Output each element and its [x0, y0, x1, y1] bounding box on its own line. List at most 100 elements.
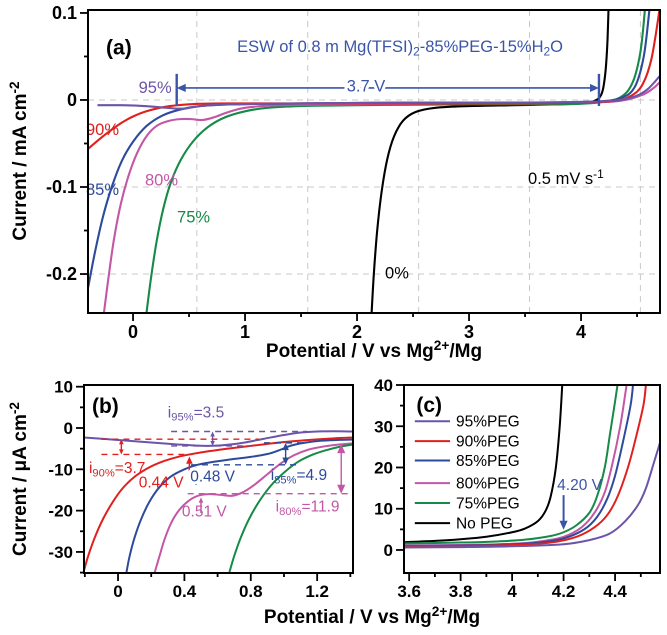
y-tick-label: 0: [67, 90, 77, 110]
curve-c-75pct: [404, 385, 619, 545]
curve-c-nopeg: [404, 385, 564, 544]
plot-border: [83, 384, 354, 574]
panel-a: (a) ESW of 0.8 m Mg(TFSI)2-85%PEG-15%H2O 3…: [46, 3, 661, 342]
legend: 95%PEG 90%PEG 85%PEG 80%PEG 75%PEG No PEG: [414, 414, 520, 533]
arrow-head-icon: [337, 484, 346, 494]
x-tick-label: 0: [128, 322, 138, 342]
legend-label: 80%PEG: [456, 476, 520, 493]
annotation-text: 3.7 V: [347, 78, 386, 96]
x-tick-label: 2: [352, 322, 362, 342]
x-tick-label: 4: [507, 582, 517, 601]
y-tick-label: 30: [374, 417, 393, 436]
annotation-text: i90%=3.7: [89, 460, 145, 479]
annotation-text: i80%=11.9: [276, 498, 340, 517]
curve-b-95pct: [84, 430, 353, 447]
y-tick-label: 10: [54, 378, 73, 397]
annotation-text: (c): [416, 394, 442, 417]
annotation-text: (b): [92, 395, 119, 418]
y-tick-label: 0: [384, 541, 393, 560]
arrow-head-icon: [119, 439, 124, 445]
y-tick-label: 10: [374, 500, 393, 519]
arrow-head-icon: [210, 431, 215, 437]
annotation-text: ESW of 0.8 m Mg(TFSI)2-85%PEG-15%H2O: [237, 38, 563, 59]
curve-b-90pct: [84, 436, 353, 572]
curve-c-90pct: [404, 385, 647, 548]
curve-c-95pct: [404, 441, 660, 549]
y-tick-label: 20: [374, 458, 393, 477]
plot-border: [403, 384, 661, 574]
y-axis: 40 30 20 10 0: [374, 376, 404, 560]
arrow-head-icon: [282, 457, 289, 465]
y-tick-label: 40: [374, 376, 393, 395]
annotation-text: Potential / V vs Mg2+/Mg: [266, 338, 482, 362]
arrow-head-icon: [119, 449, 124, 455]
x-tick-label: 1.2: [305, 582, 329, 601]
annotation-text: 95%: [139, 79, 172, 97]
x-tick-label: 3: [464, 322, 474, 342]
y-axis: 10 0 -10 -20 -30: [48, 378, 84, 574]
x-tick-label: 0.4: [173, 582, 197, 601]
annotation-text: 0.44 V: [139, 474, 184, 491]
legend-label: 95%PEG: [456, 414, 520, 431]
legend-label: 90%PEG: [456, 434, 520, 451]
curve-b-80pct: [153, 442, 353, 573]
curve-95pct: [97, 75, 660, 110]
legend-label: No PEG: [456, 516, 513, 533]
x-tick-label: 4.4: [603, 582, 627, 601]
x-axis: 3.6 3.8 4 4.2 4.4: [397, 573, 642, 601]
legend-label: 75%PEG: [456, 495, 520, 512]
x-axis: 0 0.4 0.8 1.2: [83, 573, 352, 601]
x-axis: 0 1 2 3 4: [128, 313, 638, 342]
x-tick-label: 3.8: [449, 582, 473, 601]
panel-c: 95%PEG 90%PEG 85%PEG 80%PEG 75%PEG No PEG (c) 4…: [374, 376, 661, 601]
annotation-text: 0.51 V: [182, 503, 227, 520]
annotation-text: i85%=4.9: [271, 467, 327, 486]
y-tick-label: -20: [48, 502, 73, 521]
annotation-text: 75%: [177, 209, 210, 227]
annotation-text: 80%: [145, 171, 178, 189]
annotation-text: Current / μA cm-2: [7, 402, 31, 556]
x-tick-label: 3.6: [397, 582, 421, 601]
annotation-text: 90%: [86, 121, 119, 139]
arrow-head-icon: [282, 442, 289, 451]
arrow-head-icon: [186, 456, 193, 464]
arrow-head-icon: [210, 440, 215, 446]
x-tick-label: 1: [240, 322, 250, 342]
arrow-head-icon: [176, 83, 186, 93]
arrow-head-icon: [559, 520, 568, 530]
arrow-head-icon: [337, 444, 346, 454]
arrow-head-icon: [198, 497, 204, 503]
annotation-text: 4.20 V: [557, 477, 602, 494]
annotation-text: 0.48 V: [190, 468, 235, 485]
y-tick-label: 0: [64, 419, 73, 438]
x-tick-label: 0.8: [239, 582, 263, 601]
annotation-text: 0.5 mV s-1: [528, 167, 604, 188]
curve-b-75pct: [228, 443, 353, 573]
annotation-text: Potential / V vs Mg2+/Mg: [264, 604, 480, 628]
y-tick-label: -30: [48, 543, 73, 562]
plot-border: [87, 9, 661, 314]
series-group: [84, 430, 353, 573]
panel-b: (b) i95%=3.5 i90%=3.70.44 V 0.48 V 0.51 V i85…: [48, 378, 354, 601]
y-tick-label: -0.2: [46, 264, 77, 284]
x-tick-label: 4.2: [552, 582, 576, 601]
y-tick-label: -0.1: [46, 177, 77, 197]
y-tick-label: 0.1: [52, 3, 77, 23]
annotation-text: i95%=3.5: [168, 404, 224, 423]
curve-b-85pct: [125, 438, 353, 573]
annotation-text: (a): [106, 37, 132, 60]
x-tick-label: 0: [113, 582, 122, 601]
annotation-text: 85%: [86, 181, 119, 199]
curve-0pct: [370, 10, 610, 313]
y-axis: 0.1 0 -0.1 -0.2: [46, 3, 88, 284]
x-tick-label: 4: [576, 322, 586, 342]
legend-label: 85%PEG: [456, 453, 520, 470]
arrow-head-icon: [193, 466, 199, 473]
y-tick-label: -10: [48, 460, 73, 479]
series-group: [404, 385, 660, 549]
annotation-text: Current / mA cm-2: [7, 81, 31, 241]
arrow-head-icon: [589, 83, 599, 93]
series-group: [88, 10, 660, 313]
